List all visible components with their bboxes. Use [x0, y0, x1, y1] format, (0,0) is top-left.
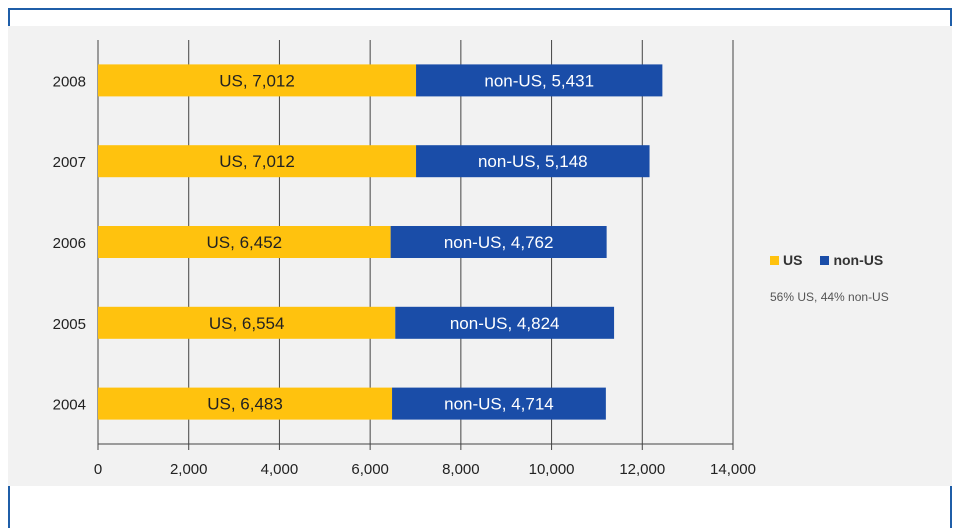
x-tick-label: 0	[94, 461, 102, 478]
x-tick-label: 2,000	[170, 461, 208, 478]
data-label: non-US, 4,824	[450, 314, 560, 333]
bar-non-us	[395, 306, 615, 339]
x-tick-label: 12,000	[619, 461, 665, 478]
data-label: US, 6,483	[207, 395, 283, 414]
data-label: non-US, 5,431	[484, 71, 594, 90]
bar-us	[98, 306, 396, 339]
data-label: US, 7,012	[219, 152, 295, 171]
bar-chart: 0 2,000 4,000 6,000 8,000 10,000 12,000 14,000 U…	[53, 40, 756, 478]
data-label: non-US, 4,714	[444, 395, 554, 414]
x-tick-label: 4,000	[261, 461, 299, 478]
legend-label-non-us: non-US	[833, 252, 884, 268]
legend-label-us: US	[783, 252, 803, 268]
legend-note: 56% US, 44% non-US	[770, 290, 889, 304]
legend-swatch-non-us	[820, 255, 830, 265]
bar-us	[98, 226, 391, 258]
y-tick-label: 2005	[53, 316, 86, 333]
y-tick-label: 2007	[53, 154, 86, 171]
x-tick-label: 6,000	[351, 461, 389, 478]
legend-item-us: US	[770, 252, 802, 268]
bar-us	[98, 64, 417, 97]
x-tick-label: 10,000	[529, 461, 575, 478]
data-label: US, 7,012	[219, 71, 295, 90]
legend: US non-US 56% US, 44% non-US	[770, 252, 940, 304]
data-label: US, 6,452	[207, 233, 283, 252]
bar-non-us	[416, 64, 663, 97]
bar-non-us	[416, 145, 650, 178]
bar-non-us	[390, 226, 607, 258]
bar-us	[98, 145, 417, 178]
bar-non-us	[392, 387, 606, 420]
legend-swatch-us	[770, 255, 779, 265]
x-tick-label: 8,000	[442, 461, 480, 478]
bar-us	[98, 387, 393, 420]
data-label: non-US, 4,762	[444, 233, 554, 252]
legend-item-non-us: non-US	[820, 252, 883, 268]
y-tick-label: 2008	[53, 73, 86, 90]
data-label: non-US, 5,148	[478, 152, 588, 171]
y-tick-label: 2006	[53, 235, 86, 252]
x-tick-label: 14,000	[710, 461, 756, 478]
data-label: US, 6,554	[209, 314, 285, 333]
y-tick-label: 2004	[53, 397, 86, 414]
